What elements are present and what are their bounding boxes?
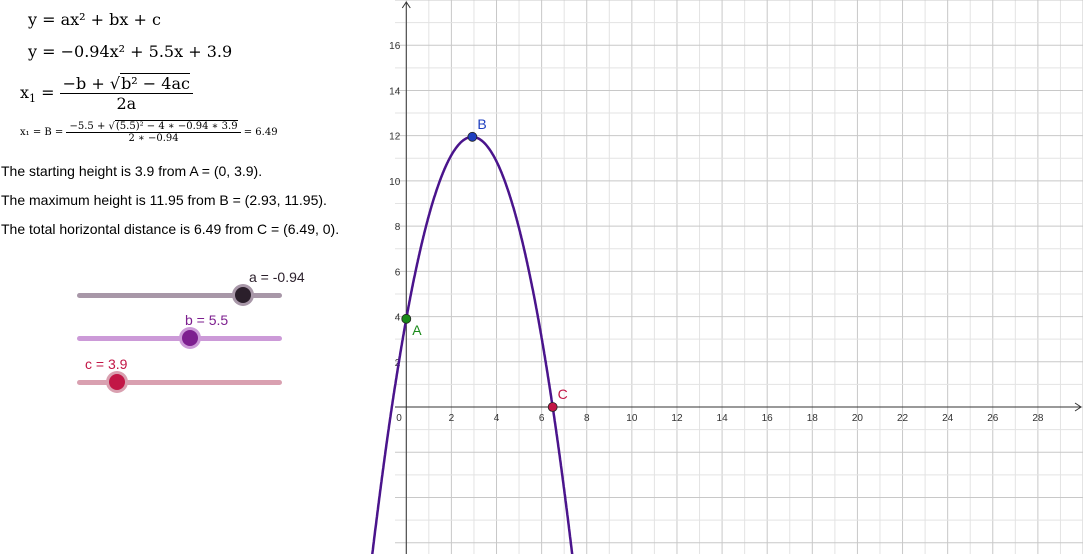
slider-b[interactable] — [77, 327, 282, 351]
point-c-label: C — [558, 386, 568, 402]
slider-c[interactable] — [77, 371, 282, 395]
parabola-curve — [371, 135, 574, 554]
tick-label-x: 22 — [897, 413, 909, 424]
point-b-marker — [467, 131, 478, 142]
tick-label-x: 2 — [449, 413, 455, 424]
tick-label-y: 14 — [389, 86, 401, 97]
slider-b-label: b = 5.5 — [185, 312, 229, 328]
axes — [395, 1, 1082, 554]
root-denominator: 2a — [116, 94, 137, 113]
statement-horizontal-distance: The total horizontal distance is 6.49 fr… — [1, 221, 340, 237]
formula-root: x1 = −b + √b² − 4ac 2a — [20, 73, 193, 113]
slider-b-track[interactable] — [77, 336, 282, 341]
formula-specific-text: y = −0.94x² + 5.5x + 3.9 — [28, 42, 233, 61]
calc-num-text: −5.5 + — [69, 121, 109, 132]
y-axis-arrow — [401, 1, 411, 9]
tick-label-x: 28 — [1032, 413, 1044, 424]
tick-label-origin: 0 — [396, 413, 402, 424]
slider-a-label: a = -0.94 — [249, 269, 305, 285]
point-c-marker — [547, 402, 558, 412]
root-num-text: −b + — [62, 74, 110, 93]
x-axis-arrow — [1074, 402, 1082, 412]
formula-general: y = ax² + bx + c — [28, 10, 161, 29]
tick-label-x: 10 — [626, 413, 638, 424]
point-b-label: B — [477, 116, 486, 132]
root-lhs: x — [20, 83, 30, 102]
tick-label-y: 12 — [389, 132, 401, 143]
tick-label-x: 24 — [942, 413, 954, 424]
slider-c-label: c = 3.9 — [85, 356, 128, 372]
calc-result: = 6.49 — [243, 127, 278, 138]
tick-label-x: 4 — [494, 413, 500, 424]
tick-label-x: 14 — [717, 413, 729, 424]
statement-start-height: The starting height is 3.9 from A = (0, … — [1, 163, 263, 179]
slider-c-track[interactable] — [77, 380, 282, 385]
root-fraction: −b + √b² − 4ac 2a — [59, 73, 193, 113]
root-sqrt: b² − 4ac — [120, 73, 190, 93]
slider-c-knob[interactable] — [108, 374, 125, 390]
formula-calc: x₁ = B = −5.5 + √(5.5)² − 4 ∗ −0.94 ∗ 3.… — [20, 120, 278, 144]
calc-lhs: x₁ = B = — [20, 127, 67, 138]
calc-sqrt: (5.5)² − 4 ∗ −0.94 ∗ 3.9 — [114, 120, 238, 132]
point-a-marker — [401, 313, 412, 324]
root-lhs-sub: 1 — [29, 92, 37, 106]
tick-label-x: 8 — [584, 413, 590, 424]
tick-label-y: 8 — [395, 222, 401, 233]
slider-a-track[interactable] — [77, 293, 282, 298]
point-a: A — [401, 313, 422, 338]
slider-b-knob[interactable] — [181, 330, 198, 346]
tick-label-y: 6 — [395, 267, 401, 278]
root-numerator: −b + √b² − 4ac — [59, 73, 193, 94]
tick-label-x: 20 — [852, 413, 864, 424]
tick-label-x: 6 — [539, 413, 545, 424]
point-a-label: A — [412, 322, 422, 338]
formula-general-text: y = ax² + bx + c — [28, 10, 161, 29]
point-b: B — [467, 116, 487, 142]
tick-label-x: 18 — [807, 413, 819, 424]
calc-fraction: −5.5 + √(5.5)² − 4 ∗ −0.94 ∗ 3.9 2 ∗ −0.… — [66, 120, 241, 144]
tick-label-x: 16 — [762, 413, 774, 424]
calc-numerator: −5.5 + √(5.5)² − 4 ∗ −0.94 ∗ 3.9 — [66, 120, 241, 133]
parabola-path — [371, 135, 574, 554]
tick-label-y: 4 — [395, 313, 401, 324]
equals-sign: = — [41, 83, 60, 102]
slider-a[interactable] — [77, 284, 282, 308]
calc-denominator: 2 ∗ −0.94 — [128, 133, 179, 144]
tick-label-y: 10 — [389, 177, 401, 188]
points: A B C — [401, 116, 568, 412]
formula-specific: y = −0.94x² + 5.5x + 3.9 — [28, 42, 232, 61]
grid — [395, 0, 1083, 554]
tick-label-x: 12 — [671, 413, 683, 424]
slider-a-knob[interactable] — [235, 287, 252, 303]
tick-label-y: 16 — [389, 41, 401, 52]
tick-label-x: 26 — [987, 413, 999, 424]
statement-max-height: The maximum height is 11.95 from B = (2.… — [1, 192, 327, 208]
point-c: C — [547, 386, 568, 412]
